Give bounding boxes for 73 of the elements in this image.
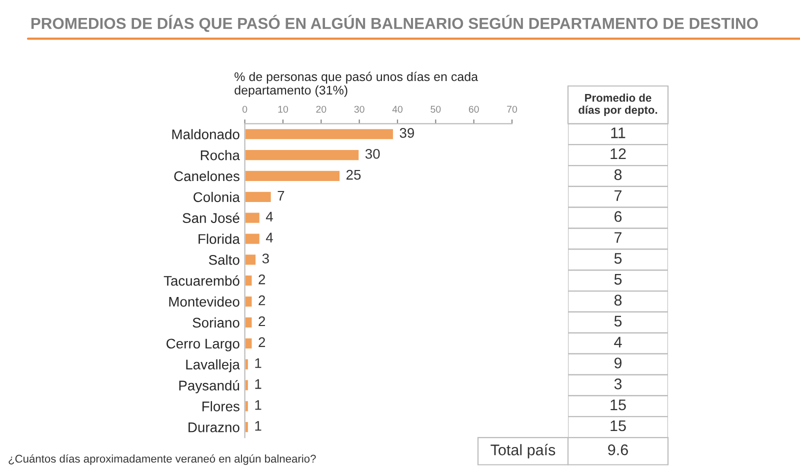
- bar: [244, 358, 250, 371]
- y-tick-label: Tacuarembó: [164, 275, 240, 286]
- bar: [244, 295, 254, 308]
- text: Total país: [490, 444, 556, 458]
- y-tick-label: Colonia: [194, 192, 240, 202]
- x-tick-label: 10: [278, 106, 288, 113]
- data-label: 15: [610, 400, 626, 410]
- bar: [244, 420, 250, 434]
- data-label: 30: [365, 148, 380, 159]
- data-label: 7: [614, 190, 622, 201]
- bar: [244, 232, 261, 246]
- data-label: 5: [614, 316, 622, 327]
- x-tick-label: 0: [242, 106, 248, 113]
- data-label: 11: [611, 128, 626, 138]
- y-tick-label: Soriano: [192, 317, 240, 328]
- data-label: 15: [610, 420, 626, 432]
- data-label: 8: [614, 294, 622, 306]
- y-tick-label: Flores: [202, 401, 240, 412]
- data-label: 4: [614, 336, 622, 348]
- data-label: 7: [278, 190, 284, 200]
- data-label: 2: [258, 274, 266, 284]
- data-label: 5: [614, 274, 622, 285]
- data-label: 2: [258, 337, 266, 347]
- data-label: 6: [614, 211, 622, 222]
- x-tick-label: Promedio de días por depto.: [578, 94, 658, 116]
- data-label: 3: [262, 254, 269, 264]
- bar: [244, 211, 261, 224]
- x-axis-title: % de personas que pasó unos días en cada departamento (31%): [234, 72, 478, 98]
- data-label: 7: [614, 232, 622, 243]
- data-label: 9: [614, 358, 622, 368]
- text: ¿Cuántos días aproximadamente veraneó en algún balneario?: [8, 454, 316, 465]
- y-tick-label: Maldonado: [172, 129, 240, 140]
- data-label: 2: [258, 295, 266, 306]
- x-tick-label: 60: [468, 106, 479, 113]
- data-label: 25: [346, 170, 361, 180]
- y-tick-label: Lavalleja: [186, 359, 240, 372]
- bar: [244, 274, 254, 288]
- text: 9.6: [608, 444, 628, 456]
- bar: [244, 253, 257, 266]
- y-tick-label: Durazno: [188, 422, 240, 432]
- data-label: 1: [255, 400, 262, 410]
- bar: [244, 148, 360, 162]
- y-tick-label: Rocha: [200, 150, 240, 160]
- data-label: 4: [266, 232, 273, 242]
- data-label: 12: [610, 148, 626, 160]
- data-label: 5: [614, 253, 622, 264]
- bar: [244, 400, 250, 413]
- x-tick-label: 40: [392, 106, 403, 113]
- y-tick-label: Paysandú: [179, 380, 240, 394]
- data-label: 4: [266, 212, 273, 222]
- bar: [244, 316, 254, 329]
- y-tick-label: Salto: [208, 254, 240, 265]
- x-tick-label: 20: [316, 106, 326, 113]
- data-label: 1: [255, 358, 262, 368]
- y-tick-label: Canelones: [174, 170, 240, 182]
- bar: [244, 128, 394, 141]
- data-label: 8: [614, 169, 622, 180]
- data-label: 1: [255, 421, 262, 431]
- data-label: 1: [255, 379, 262, 389]
- bar: [244, 190, 272, 204]
- data-label: 2: [258, 316, 266, 326]
- y-tick-label: San José: [182, 212, 240, 223]
- bar: [244, 336, 254, 350]
- x-tick-label: 70: [507, 106, 518, 113]
- chart-title: PROMEDIOS DE DÍAS QUE PASÓ EN ALGÚN BALNEARIO SEGÚN DEPARTAMENTO DE DESTINO: [31, 14, 758, 32]
- bar: [244, 170, 341, 182]
- data-label: 3: [614, 378, 622, 390]
- y-tick-label: Montevideo: [169, 296, 240, 307]
- x-tick-label: 30: [354, 106, 364, 113]
- y-tick-label: Florida: [198, 234, 240, 244]
- y-tick-label: Cerro Largo: [166, 338, 240, 352]
- x-tick-label: 50: [430, 106, 441, 113]
- data-label: 39: [400, 128, 414, 138]
